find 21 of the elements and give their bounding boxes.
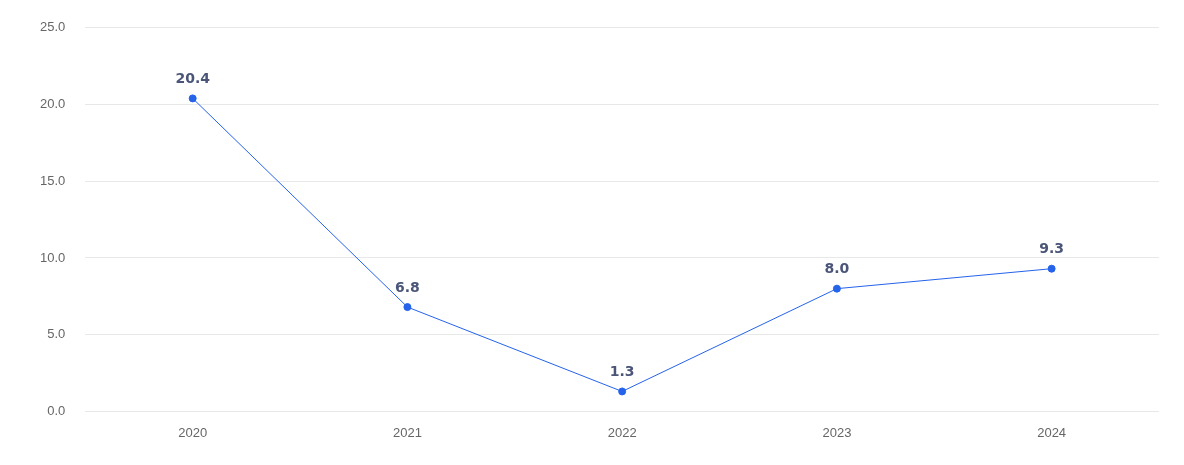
- x-tick-label: 2020: [178, 424, 208, 440]
- point: [403, 303, 412, 312]
- x-tick-label: 2021: [392, 424, 422, 440]
- x-tick-label: 2023: [822, 424, 852, 440]
- y-tick-label: 25.0: [39, 19, 66, 35]
- y-tick-label: 10.0: [39, 249, 66, 265]
- data-label: 20.4: [175, 70, 211, 87]
- y-tick-label: 20.0: [39, 96, 66, 112]
- data-label: 1.3: [609, 363, 635, 380]
- point: [1047, 264, 1056, 273]
- data-label: 9.3: [1039, 240, 1065, 257]
- x-tick-label: 2024: [1037, 424, 1067, 440]
- point: [188, 94, 197, 103]
- y-tick-label: 0.0: [47, 402, 66, 418]
- y-tick-label: 15.0: [39, 172, 66, 188]
- point: [618, 387, 627, 396]
- x-tick-label: 2022: [607, 424, 637, 440]
- data-label: 6.8: [395, 278, 420, 295]
- point: [832, 284, 841, 293]
- data-label: 8.0: [824, 260, 850, 277]
- y-tick-label: 5.0: [47, 326, 66, 342]
